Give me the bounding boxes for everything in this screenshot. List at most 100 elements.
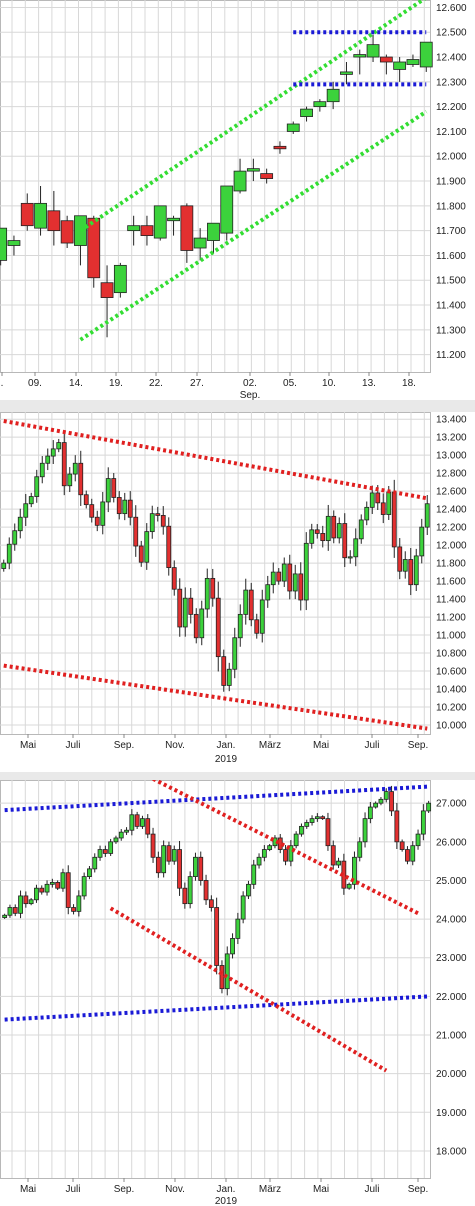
candle-down xyxy=(111,478,117,498)
candle-up xyxy=(326,88,340,103)
candle-down xyxy=(166,525,172,569)
chart-panel-12m-candles: 10.000 10.200 10.400 10.600 10.800 11.000 11.2… xyxy=(0,412,467,765)
x-tick-label: 02. xyxy=(243,378,257,389)
candle-up xyxy=(187,876,193,905)
candle-up xyxy=(34,202,47,229)
candle-down xyxy=(150,833,156,858)
x-tick-label: Sep. xyxy=(114,1184,135,1195)
candle-down xyxy=(320,533,326,542)
trend-line xyxy=(3,663,428,731)
trend-line xyxy=(150,780,419,916)
candle-down xyxy=(248,589,254,621)
candle-down xyxy=(314,529,320,534)
y-tick-label: 12.200 xyxy=(436,102,467,113)
candle-up xyxy=(67,473,73,487)
y-tick-label: 11.800 xyxy=(436,559,466,570)
x-sub-label: 2019 xyxy=(215,754,238,765)
y-tick-label: 12.600 xyxy=(436,3,467,14)
x-tick-label: Sep. xyxy=(408,1184,429,1195)
candle-down xyxy=(83,494,89,506)
candle-up xyxy=(12,530,18,545)
y-tick-label: 26.000 xyxy=(436,837,467,848)
x-tick-label: Mai xyxy=(20,1184,36,1195)
candle-up xyxy=(18,895,23,914)
candle-down xyxy=(379,56,393,63)
candle-up xyxy=(118,831,124,839)
candle-down xyxy=(100,282,114,299)
candle-up xyxy=(293,833,299,847)
candle-up xyxy=(199,608,205,639)
candle-up xyxy=(256,856,262,866)
candle-up xyxy=(49,881,55,885)
candle-up xyxy=(261,849,267,858)
y-tick-label: 21.000 xyxy=(436,1031,467,1042)
candle-down xyxy=(331,515,337,539)
candle-down xyxy=(133,516,139,547)
chart-panel-sep-candles: 11.200 11.300 11.400 11.500 11.600 11.700 11.8… xyxy=(0,0,467,400)
y-tick-label: 10.600 xyxy=(436,667,467,678)
candle-down xyxy=(298,573,304,601)
candle-up xyxy=(153,205,167,239)
candle-down xyxy=(155,513,161,516)
candle-down xyxy=(87,217,101,279)
candle-up xyxy=(220,185,234,234)
y-tick-label: 12.600 xyxy=(436,487,467,498)
y-tick-label: 11.800 xyxy=(436,201,466,212)
candle-down xyxy=(203,880,209,901)
candle-up xyxy=(108,841,114,854)
candle-up xyxy=(420,810,426,835)
candle-down xyxy=(254,619,260,634)
y-tick-label: 10.200 xyxy=(436,703,467,714)
candle-down xyxy=(210,577,216,599)
candle-up xyxy=(144,531,150,563)
candle-down xyxy=(394,810,400,843)
candle-up xyxy=(358,519,364,540)
candle-up xyxy=(193,237,207,249)
candle-up xyxy=(292,573,298,592)
candle-up xyxy=(410,845,416,862)
x-tick-label: Jan. xyxy=(217,1184,236,1195)
candle-up xyxy=(34,887,39,901)
candle-up xyxy=(383,791,389,800)
y-tick-label: 10.400 xyxy=(436,685,467,696)
candle-up xyxy=(402,559,408,572)
candle-down xyxy=(399,841,405,850)
candle-down xyxy=(134,814,140,827)
x-tick-label: Jan. xyxy=(217,740,236,751)
candle-down xyxy=(283,849,288,862)
candle-up xyxy=(314,816,320,820)
candle-up xyxy=(386,491,392,515)
candle-down xyxy=(391,491,397,548)
candle-down xyxy=(61,442,67,487)
candle-up xyxy=(286,123,300,132)
candle-up xyxy=(127,225,141,232)
candle-down xyxy=(65,872,71,908)
candle-down xyxy=(177,588,183,628)
trend-line xyxy=(4,784,429,813)
candle-down xyxy=(188,597,194,615)
candle-up xyxy=(309,529,315,544)
candle-up xyxy=(378,798,384,804)
candle-up xyxy=(415,833,421,847)
candle-up xyxy=(2,914,8,918)
candle-down xyxy=(177,849,182,889)
x-sub-label: 2019 xyxy=(215,1196,238,1206)
candle-up xyxy=(309,818,315,823)
candle-up xyxy=(265,584,271,601)
candle-down xyxy=(182,887,188,905)
candle-up xyxy=(45,455,51,464)
x-tick-label: Juli xyxy=(364,1184,379,1195)
candle-up xyxy=(226,668,232,686)
y-tick-label: 12.200 xyxy=(436,523,467,534)
candle-up xyxy=(39,462,45,478)
x-tick-label: Mai xyxy=(313,1184,329,1195)
candle-down xyxy=(140,225,154,236)
y-tick-label: 24.000 xyxy=(436,915,467,926)
candle-up xyxy=(6,543,12,564)
panel-separator xyxy=(0,772,475,780)
candle-up xyxy=(76,895,82,912)
candle-up xyxy=(230,938,235,955)
plot-area xyxy=(0,0,431,373)
candle-up xyxy=(56,442,62,450)
candle-up xyxy=(0,227,8,261)
